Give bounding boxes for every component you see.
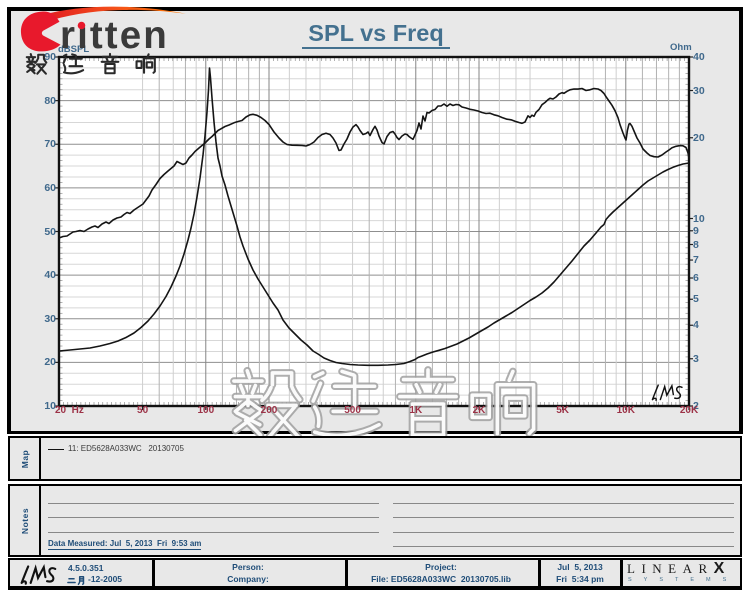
svg-text:rıtten: rıtten	[60, 14, 169, 57]
